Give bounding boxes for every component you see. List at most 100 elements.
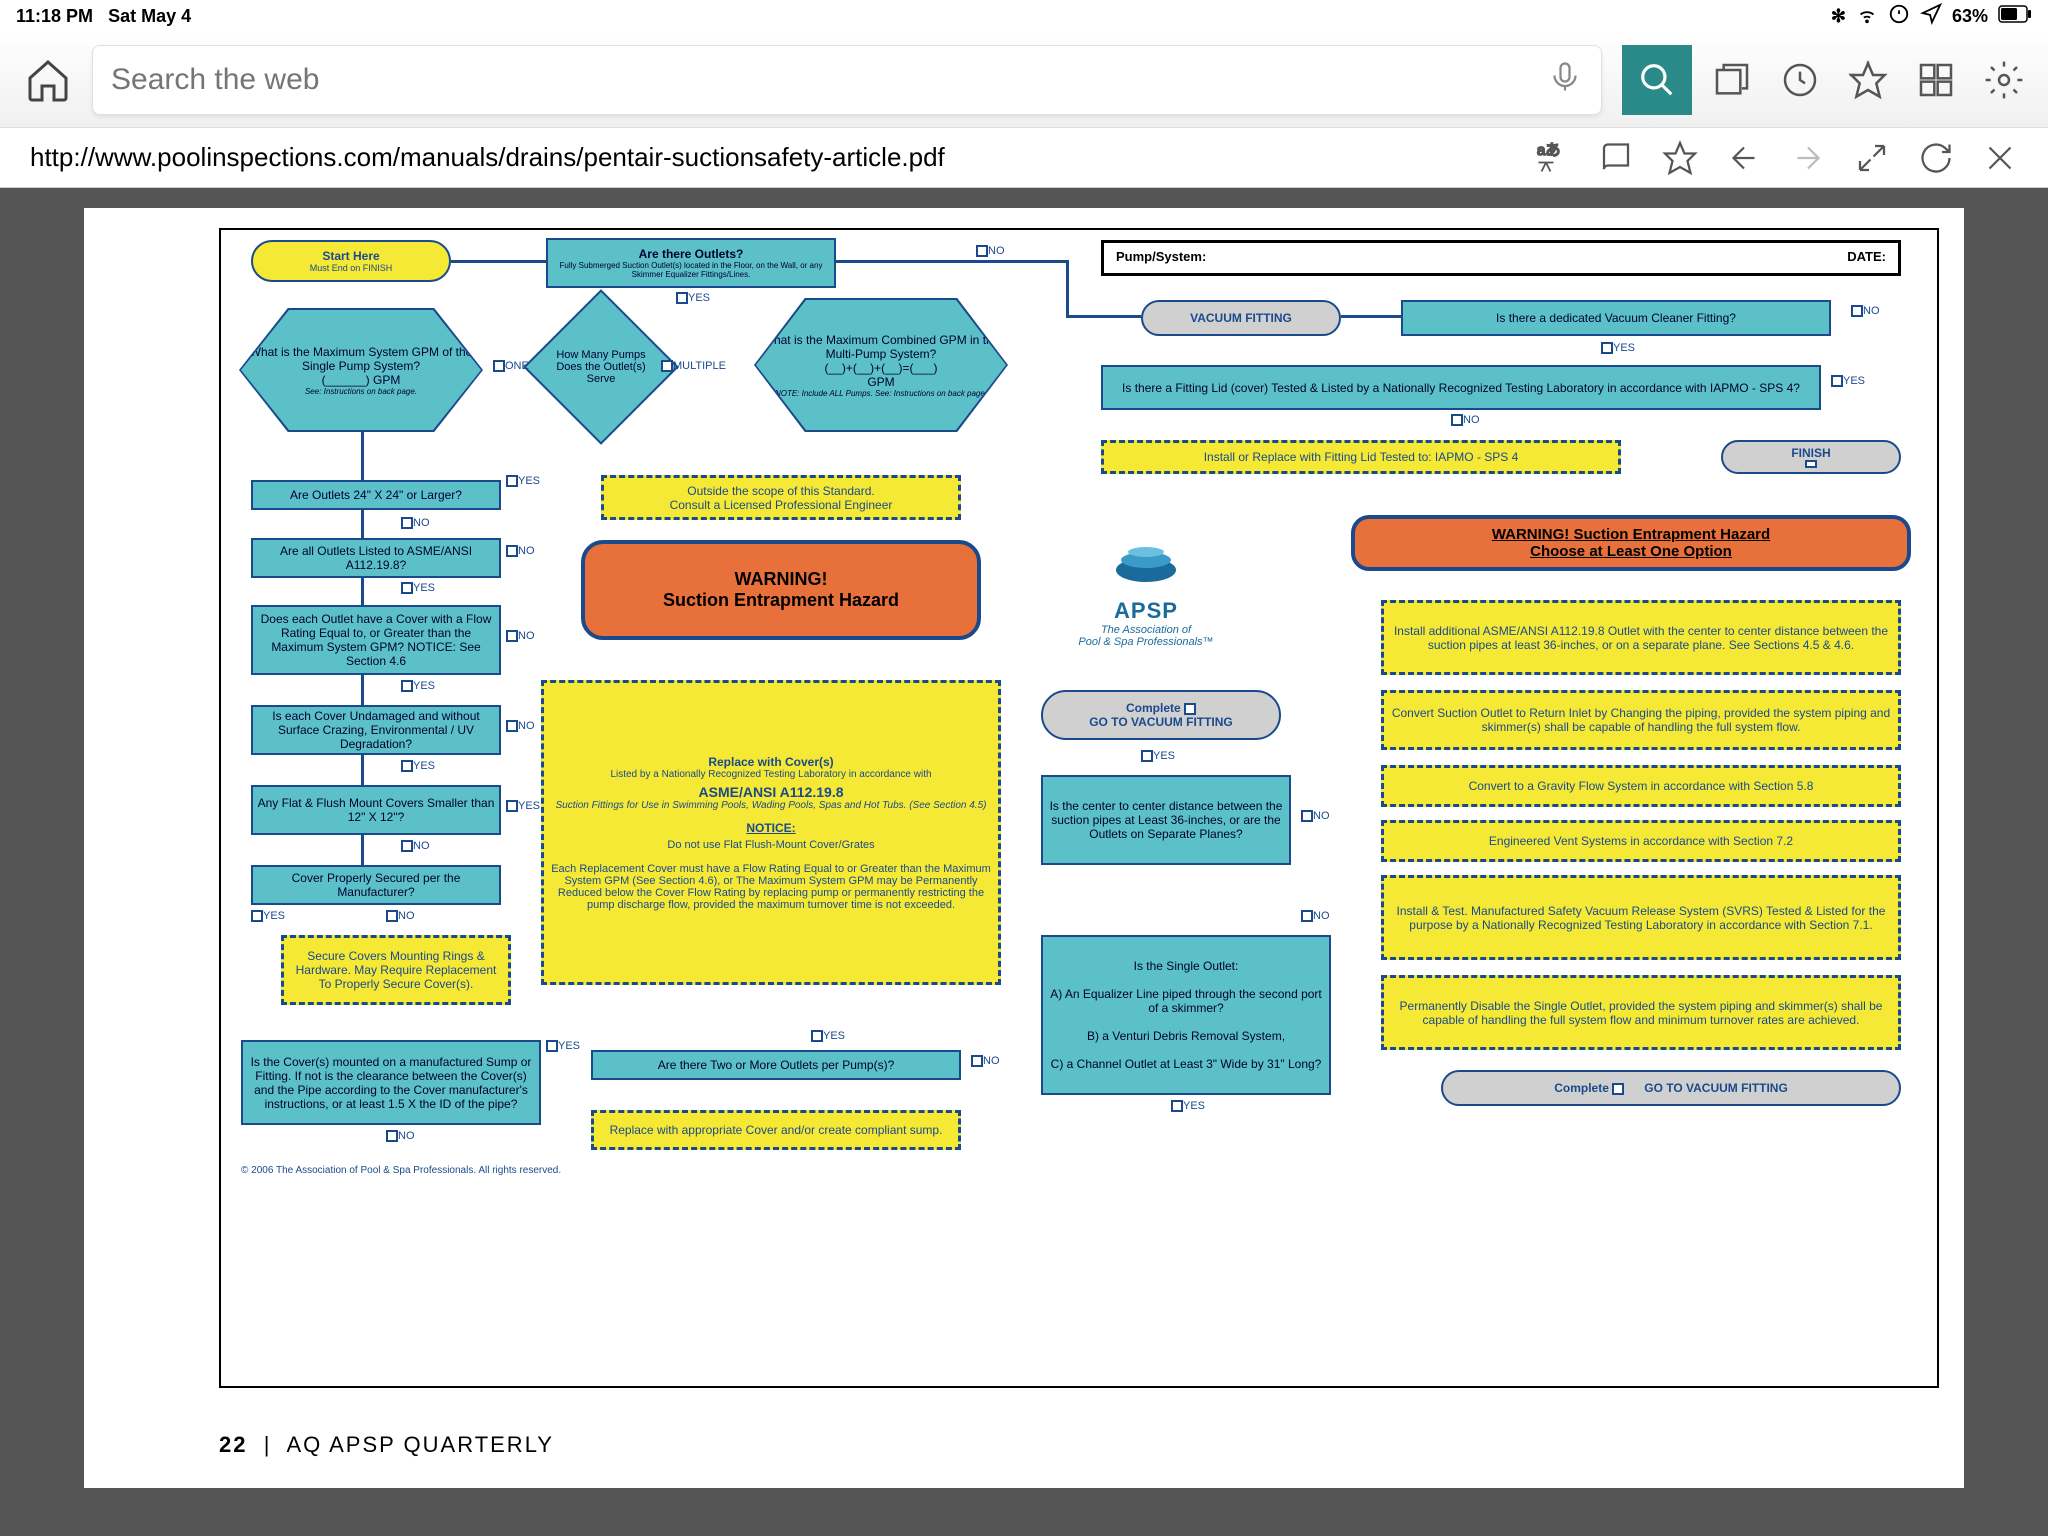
yes-label-3: YES <box>401 582 435 594</box>
url-icons: aあ <box>1534 140 2018 176</box>
no-label-6: NO <box>401 840 430 852</box>
opt6-label: Permanently Disable the Single Outlet, p… <box>1388 999 1894 1027</box>
line <box>361 675 364 705</box>
multiple-label: MULTIPLE <box>661 360 726 372</box>
line <box>361 510 364 538</box>
no-label-r1: NO <box>1851 305 1880 317</box>
goto1-label: GO TO VACUUM FITTING <box>1089 715 1233 729</box>
refresh-icon[interactable] <box>1918 140 1954 176</box>
vacuum-node: VACUUM FITTING <box>1141 300 1341 336</box>
page-footer: 22 | AQ APSP QUARTERLY <box>219 1432 554 1458</box>
finish-label: FINISH <box>1791 446 1830 460</box>
no-label-5: NO <box>506 720 535 732</box>
listed-label: Are all Outlets Listed to ASME/ANSI A112… <box>257 544 495 572</box>
line <box>1066 315 1141 318</box>
page-number: 22 <box>219 1432 247 1457</box>
line <box>361 835 364 865</box>
yes-label: YES <box>676 292 710 304</box>
star-icon[interactable] <box>1662 140 1698 176</box>
search-button[interactable] <box>1622 45 1692 115</box>
document-viewer: Pump/System: DATE: Start Here Must End o… <box>0 188 2048 1536</box>
single-outlet-node: Is the Single Outlet: A) An Equalizer Li… <box>1041 935 1331 1095</box>
line <box>361 755 364 785</box>
yes-label-r4: YES <box>1171 1100 1205 1112</box>
flatflush-label: Any Flat & Flush Mount Covers Smaller th… <box>257 796 495 824</box>
expand-icon[interactable] <box>1854 140 1890 176</box>
replace-cover-title: Replace with Cover(s) <box>708 755 833 769</box>
opt2-node: Convert Suction Outlet to Return Inlet b… <box>1381 690 1901 750</box>
pump-system-label: Pump/System: <box>1116 249 1206 267</box>
back-icon[interactable] <box>1726 140 1762 176</box>
sump-label: Is the Cover(s) mounted on a manufacture… <box>247 1055 535 1111</box>
warning-label: WARNING! Suction Entrapment Hazard <box>663 569 899 611</box>
close-icon[interactable] <box>1982 140 2018 176</box>
multi-gpm-node: What is the Maximum Combined GPM in the … <box>756 300 1006 430</box>
yes-label-9: YES <box>811 1030 845 1042</box>
toolbar-icons <box>1712 60 2024 100</box>
goto2-label: GO TO VACUUM FITTING <box>1644 1081 1788 1095</box>
magazine-name: AQ APSP QUARTERLY <box>286 1432 554 1457</box>
start-label: Start Here <box>322 249 379 263</box>
no-label-r4: NO <box>1301 910 1330 922</box>
apsp-logo-area: APSP The Association of Pool & Spa Profe… <box>1056 540 1236 648</box>
fitting-lid-label: Is there a Fitting Lid (cover) Tested & … <box>1122 381 1800 395</box>
notice-label: NOTICE: <box>746 821 795 835</box>
line <box>361 430 364 480</box>
no-label-8: NO <box>386 1130 415 1142</box>
outlets-label: Are there Outlets? <box>639 247 744 261</box>
pdf-page: Pump/System: DATE: Start Here Must End o… <box>84 208 1964 1488</box>
warning2-node: WARNING! Suction Entrapment Hazard Choos… <box>1351 515 1911 571</box>
location-icon <box>1920 3 1942 30</box>
flowchart: Pump/System: DATE: Start Here Must End o… <box>219 228 1939 1388</box>
status-bar: 11:18 PM Sat May 4 ✻ 63% <box>0 0 2048 32</box>
mic-icon[interactable] <box>1547 59 1583 100</box>
outlets-sublabel: Fully Submerged Suction Outlet(s) locate… <box>552 261 830 279</box>
no-label-r3: NO <box>1301 810 1330 822</box>
no-label-9: NO <box>971 1055 1000 1067</box>
secure-covers-node: Secure Covers Mounting Rings & Hardware.… <box>281 935 511 1005</box>
single-outlet-label: Is the Single Outlet: A) An Equalizer Li… <box>1047 959 1325 1071</box>
translate-icon[interactable]: aあ <box>1534 140 1570 176</box>
url-text[interactable]: http://www.poolinspections.com/manuals/d… <box>30 142 1510 173</box>
yes-label-4: YES <box>401 680 435 692</box>
search-input[interactable] <box>111 63 1547 97</box>
tabs-icon[interactable] <box>1712 60 1752 100</box>
home-icon[interactable] <box>24 56 72 104</box>
pumps-label: How Many Pumps Does the Outlet(s) Serve <box>556 349 646 385</box>
install-lid-node: Install or Replace with Fitting Lid Test… <box>1101 440 1621 474</box>
max-gpm-sub: See: Instructions on back page. <box>305 387 417 396</box>
undamaged-label: Is each Cover Undamaged and without Surf… <box>257 709 495 751</box>
secured-node: Cover Properly Secured per the Manufactu… <box>251 865 501 905</box>
sump-node: Is the Cover(s) mounted on a manufacture… <box>241 1040 541 1125</box>
max-gpm-node: What is the Maximum System GPM of the Si… <box>241 310 481 430</box>
search-row <box>0 32 2048 128</box>
outlets24-label: Are Outlets 24" X 24" or Larger? <box>290 488 462 502</box>
settings-icon[interactable] <box>1984 60 2024 100</box>
search-box[interactable] <box>92 45 1602 115</box>
dedicated-label: Is there a dedicated Vacuum Cleaner Fitt… <box>1496 311 1736 325</box>
multi-gpm-label: What is the Maximum Combined GPM in the … <box>760 333 1002 389</box>
forward-icon[interactable] <box>1790 140 1826 176</box>
apsp-logo-icon <box>1111 540 1181 590</box>
coverflow-label: Does each Outlet have a Cover with a Flo… <box>257 612 495 668</box>
asme-label: ASME/ANSI A112.19.8 <box>699 784 844 800</box>
line <box>451 260 546 263</box>
install-lid-label: Install or Replace with Fitting Lid Test… <box>1204 450 1519 464</box>
history-icon[interactable] <box>1780 60 1820 100</box>
notice-text: Do not use Flat Flush-Mount Cover/Grates… <box>548 839 994 911</box>
read-icon[interactable] <box>1598 140 1634 176</box>
hub-icon[interactable] <box>1916 60 1956 100</box>
two-outlets-node: Are there Two or More Outlets per Pump(s… <box>591 1050 961 1080</box>
favorites-icon[interactable] <box>1848 60 1888 100</box>
opt5-label: Install & Test. Manufactured Safety Vacu… <box>1388 904 1894 932</box>
no-label-2: NO <box>401 517 430 529</box>
apsp-label: APSP <box>1056 598 1236 624</box>
line <box>1066 260 1069 318</box>
scope-label: Outside the scope of this Standard. Cons… <box>670 484 893 512</box>
secure-covers-label: Secure Covers Mounting Rings & Hardware.… <box>288 949 504 991</box>
line <box>836 260 1066 263</box>
battery-icon <box>1998 5 2032 28</box>
yes-label-2: YES <box>506 475 540 487</box>
opt5-node: Install & Test. Manufactured Safety Vacu… <box>1381 875 1901 960</box>
line <box>361 578 364 605</box>
